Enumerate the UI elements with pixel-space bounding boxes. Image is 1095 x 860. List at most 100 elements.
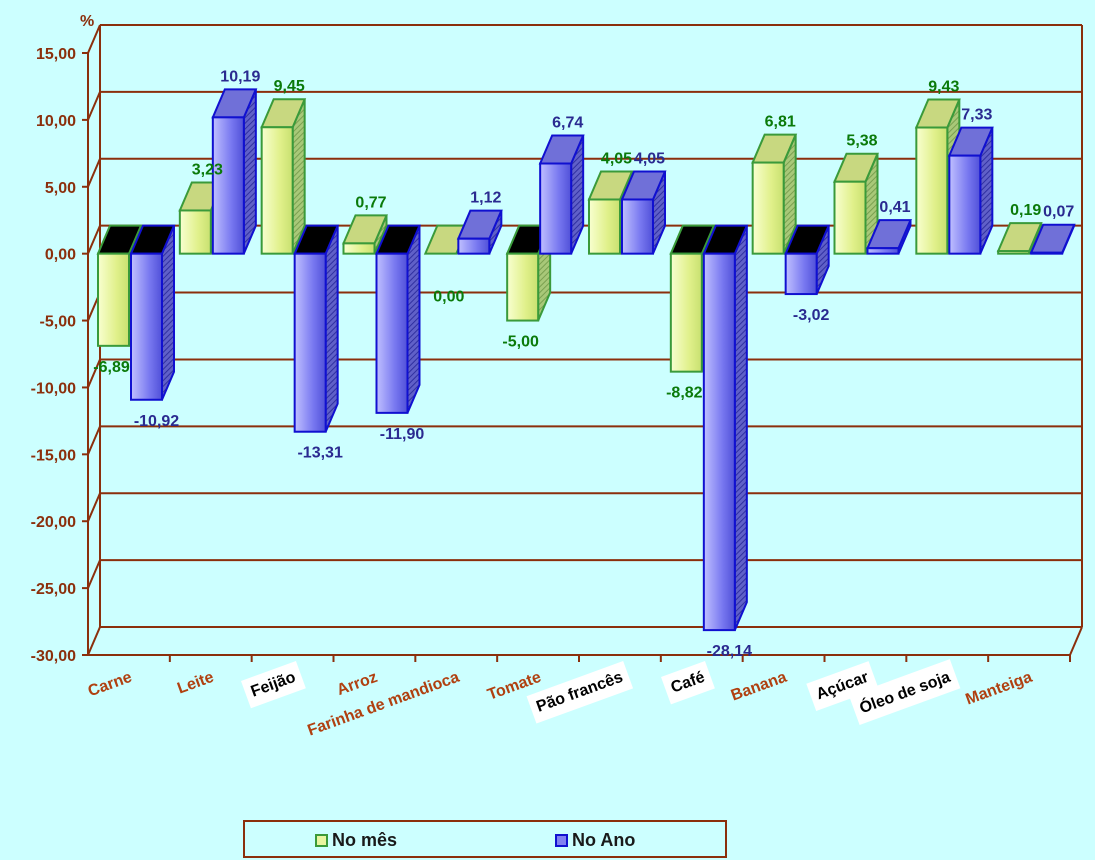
legend-item-no-ano: No Ano <box>555 830 635 851</box>
data-label-no-mes: -5,00 <box>502 334 539 351</box>
bar-front <box>833 180 867 255</box>
category-label: Carne <box>86 669 135 701</box>
bar-side <box>406 225 421 414</box>
category-label: Feijão <box>241 661 306 709</box>
bar-no-ano <box>456 209 503 255</box>
floor-right <box>1069 626 1083 656</box>
legend-swatch-no-mes <box>315 834 328 847</box>
bar-no-ano <box>129 224 176 401</box>
bars-layer <box>96 88 1076 632</box>
bar-no-ano <box>784 224 831 296</box>
data-labels: -6,89 -10,92 3,23 10,19 9,45 -13,31 0,77 -11,90… <box>93 68 1074 660</box>
category-label: Pão francês <box>526 661 634 724</box>
category-text: Manteiga <box>963 669 1034 709</box>
bar-front <box>375 252 409 414</box>
data-label-no-mes: 0,00 <box>433 289 464 306</box>
bar-front <box>260 126 294 255</box>
gridline-depth <box>87 492 101 522</box>
legend-label-no-mes: No mês <box>332 830 398 850</box>
gridline-depth <box>87 158 101 188</box>
bar-front <box>539 162 573 255</box>
category-text: Farinha de mandioca <box>305 669 461 740</box>
data-label-no-ano: 6,74 <box>552 115 583 132</box>
bar-no-ano <box>374 224 422 414</box>
gridline-depth <box>87 91 101 121</box>
bar-no-mes <box>751 133 798 255</box>
gridline-depth <box>87 559 101 589</box>
bar-front <box>866 247 900 255</box>
y-axis-label: % <box>80 13 94 30</box>
bar-no-ano <box>293 224 340 433</box>
legend-item-no-mes: No mês <box>315 830 397 851</box>
bar-side <box>733 225 748 631</box>
data-label-no-ano: 0,07 <box>1043 204 1074 221</box>
category-label: Banana <box>729 669 789 705</box>
data-label-no-mes: -6,89 <box>93 359 130 376</box>
y-tick-label: -30,00 <box>31 648 76 665</box>
category-highlight <box>661 661 715 705</box>
data-label-no-mes: 5,38 <box>846 133 877 150</box>
bar-front <box>702 252 736 632</box>
data-label-no-ano: 4,05 <box>634 150 665 167</box>
bar-no-mes <box>260 98 307 255</box>
gridline-depth <box>87 24 101 54</box>
bar-front <box>669 252 703 373</box>
data-label-no-mes: 0,19 <box>1010 202 1041 219</box>
gridline-depth <box>87 225 101 255</box>
bar-no-mes <box>341 214 389 255</box>
data-label-no-mes: 0,77 <box>355 194 386 211</box>
category-label: Arroz <box>335 669 380 699</box>
bar-front <box>178 209 212 255</box>
category-label: Farinha de mandioca <box>305 669 461 740</box>
category-label: Leite <box>175 669 216 698</box>
data-label-no-mes: 3,23 <box>192 161 223 178</box>
bar-no-ano <box>1029 223 1076 255</box>
bar-no-ano <box>865 219 913 255</box>
category-label: Açúcar <box>806 661 879 712</box>
data-label-no-ano: 7,33 <box>961 107 992 124</box>
data-label-no-mes: 6,81 <box>765 114 796 131</box>
bar-front <box>506 252 540 322</box>
bar-front <box>621 198 654 255</box>
category-text: Arroz <box>335 669 380 699</box>
bar-front <box>457 237 491 255</box>
bar-no-ano <box>211 88 258 255</box>
y-tick-label: -25,00 <box>31 581 76 598</box>
data-label-no-ano: 1,12 <box>470 190 501 207</box>
data-label-no-ano: -28,14 <box>707 643 752 660</box>
bar-front <box>588 198 621 255</box>
bar-no-ano <box>538 134 585 255</box>
y-tick-label: -20,00 <box>31 514 76 531</box>
bar-front <box>915 126 949 255</box>
data-label-no-mes: -8,82 <box>666 385 703 402</box>
bar-no-ano <box>947 126 994 255</box>
category-text: Banana <box>729 669 789 705</box>
y-tick-label: -5,00 <box>40 314 77 331</box>
legend-swatch-no-ano <box>555 834 568 847</box>
bar-front <box>293 252 327 433</box>
bar-no-ano <box>702 224 749 632</box>
bar-front <box>130 252 163 401</box>
data-label-no-ano: -10,92 <box>134 413 179 430</box>
category-text: Carne <box>86 669 135 701</box>
y-tick-label: -15,00 <box>31 447 76 464</box>
category-highlight <box>849 659 961 725</box>
legend-label-no-ano: No Ano <box>572 830 636 850</box>
y-tick-label: 10,00 <box>36 113 76 130</box>
bar-no-ano <box>620 170 667 255</box>
data-label-no-mes: 9,45 <box>274 78 305 95</box>
bar-front <box>948 154 982 255</box>
category-label: Manteiga <box>963 669 1034 709</box>
data-label-no-ano: -11,90 <box>380 426 425 443</box>
category-text: Leite <box>175 669 216 698</box>
category-highlight <box>241 661 306 709</box>
data-label-no-mes: 9,43 <box>928 79 959 96</box>
gridline-depth <box>87 626 101 656</box>
bar-front <box>211 116 245 255</box>
bar-front <box>342 242 376 255</box>
legend: No mês No Ano <box>243 820 727 858</box>
y-axis-ticks: 15,00 10,00 5,00 0,00 -5,00 -10,00 -15,00 -20,0… <box>31 46 76 665</box>
data-label-no-mes: 4,05 <box>601 150 632 167</box>
